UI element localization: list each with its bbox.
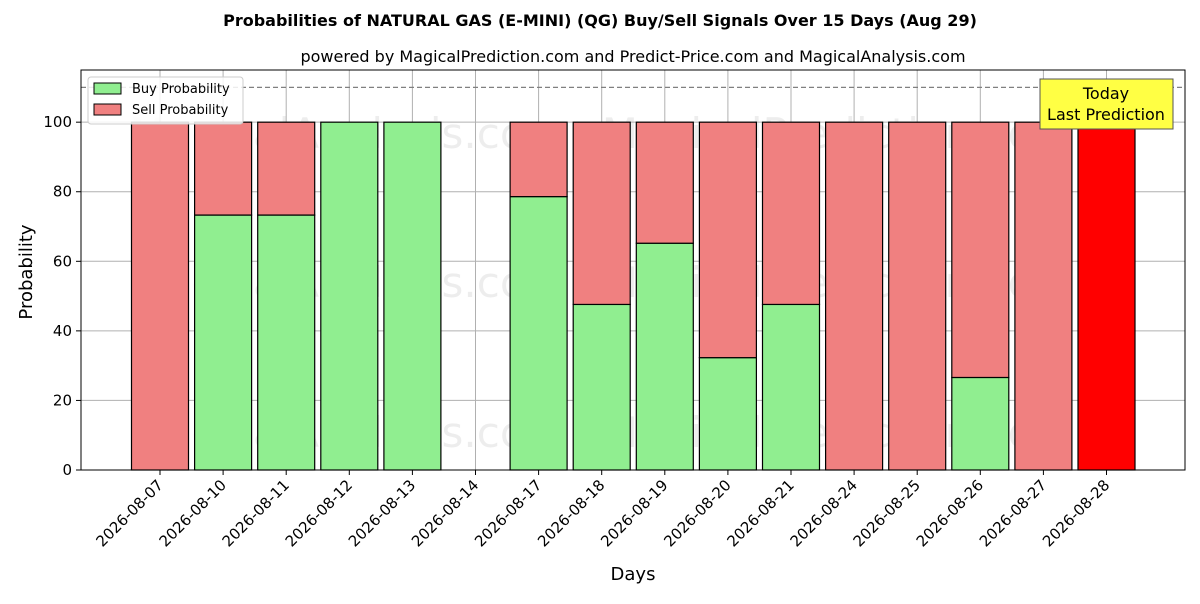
- sell-bar: [635, 121, 694, 244]
- plot-frame: [80, 69, 1186, 471]
- buy-bar: [761, 303, 821, 471]
- annotation-line1: Today: [1082, 84, 1129, 103]
- sell-bar: [194, 121, 253, 216]
- buy-bar: [635, 242, 694, 471]
- x-tick-label: 2026-08-10: [156, 476, 230, 550]
- x-tick-label: 2026-08-17: [471, 476, 545, 550]
- buy-bar: [383, 121, 442, 471]
- sell-bar: [951, 121, 1010, 379]
- legend-label: Buy Probability: [132, 82, 230, 97]
- y-tick-label: 100: [43, 113, 72, 131]
- buy-bar: [951, 376, 1010, 471]
- sell-bar: [572, 121, 631, 306]
- annotation-box: [1039, 78, 1174, 130]
- buy-bar: [572, 303, 631, 471]
- sell-bar: [761, 121, 821, 306]
- y-axis-label: Probability: [16, 224, 37, 319]
- x-tick-label: 2026-08-14: [408, 476, 482, 550]
- x-tick-label: 2026-08-21: [723, 476, 797, 550]
- chart-title: Probabilities of NATURAL GAS (E-MINI) (Q…: [223, 11, 977, 30]
- x-tick-label: 2026-08-11: [219, 476, 293, 550]
- sell-bar: [257, 121, 316, 216]
- buy-bar: [698, 357, 758, 471]
- legend-swatch: [93, 82, 122, 95]
- y-tick-label: 0: [62, 461, 72, 479]
- y-tick-label: 20: [53, 391, 72, 409]
- sell-bar: [1077, 121, 1136, 471]
- x-tick-label: 2026-08-07: [92, 476, 166, 550]
- x-tick-label: 2026-08-12: [282, 476, 356, 550]
- annotation-line2: Last Prediction: [1047, 105, 1165, 124]
- x-tick-label: 2026-08-20: [660, 476, 734, 550]
- y-tick-label: 80: [53, 183, 72, 201]
- sell-bar: [1014, 121, 1073, 471]
- x-axis: 2026-08-072026-08-102026-08-112026-08-12…: [92, 470, 1113, 550]
- sell-bar: [130, 121, 190, 471]
- legend: Buy Probability Sell Probability: [87, 76, 244, 125]
- today-annotation: Today Last Prediction: [1039, 78, 1174, 130]
- sell-bar: [698, 121, 758, 359]
- buy-bar: [320, 121, 379, 471]
- x-tick-label: 2026-08-27: [976, 476, 1050, 550]
- x-tick-label: 2026-08-13: [345, 476, 419, 550]
- x-tick-label: 2026-08-18: [534, 476, 608, 550]
- sell-bar: [509, 121, 568, 198]
- y-axis: 0 20 40 60 80 100: [43, 113, 81, 479]
- y-tick-label: 40: [53, 322, 72, 340]
- y-tick-label: 60: [53, 252, 72, 270]
- legend-label: Sell Probability: [132, 103, 229, 118]
- x-tick-label: 2026-08-25: [850, 476, 924, 550]
- sell-bar: [824, 121, 884, 471]
- x-axis-label: Days: [611, 564, 656, 585]
- chart-subtitle: powered by MagicalPrediction.com and Pre…: [300, 47, 965, 66]
- x-tick-label: 2026-08-28: [1039, 476, 1113, 550]
- buy-bar: [257, 214, 316, 471]
- legend-box: [87, 76, 244, 125]
- x-tick-label: 2026-08-24: [787, 476, 861, 550]
- bars-group: [130, 121, 1136, 471]
- x-tick-label: 2026-08-19: [597, 476, 671, 550]
- legend-swatch: [93, 103, 122, 116]
- x-tick-label: 2026-08-26: [913, 476, 987, 550]
- sell-bar: [888, 121, 947, 471]
- buy-bar: [509, 196, 568, 471]
- buy-bar: [194, 214, 253, 471]
